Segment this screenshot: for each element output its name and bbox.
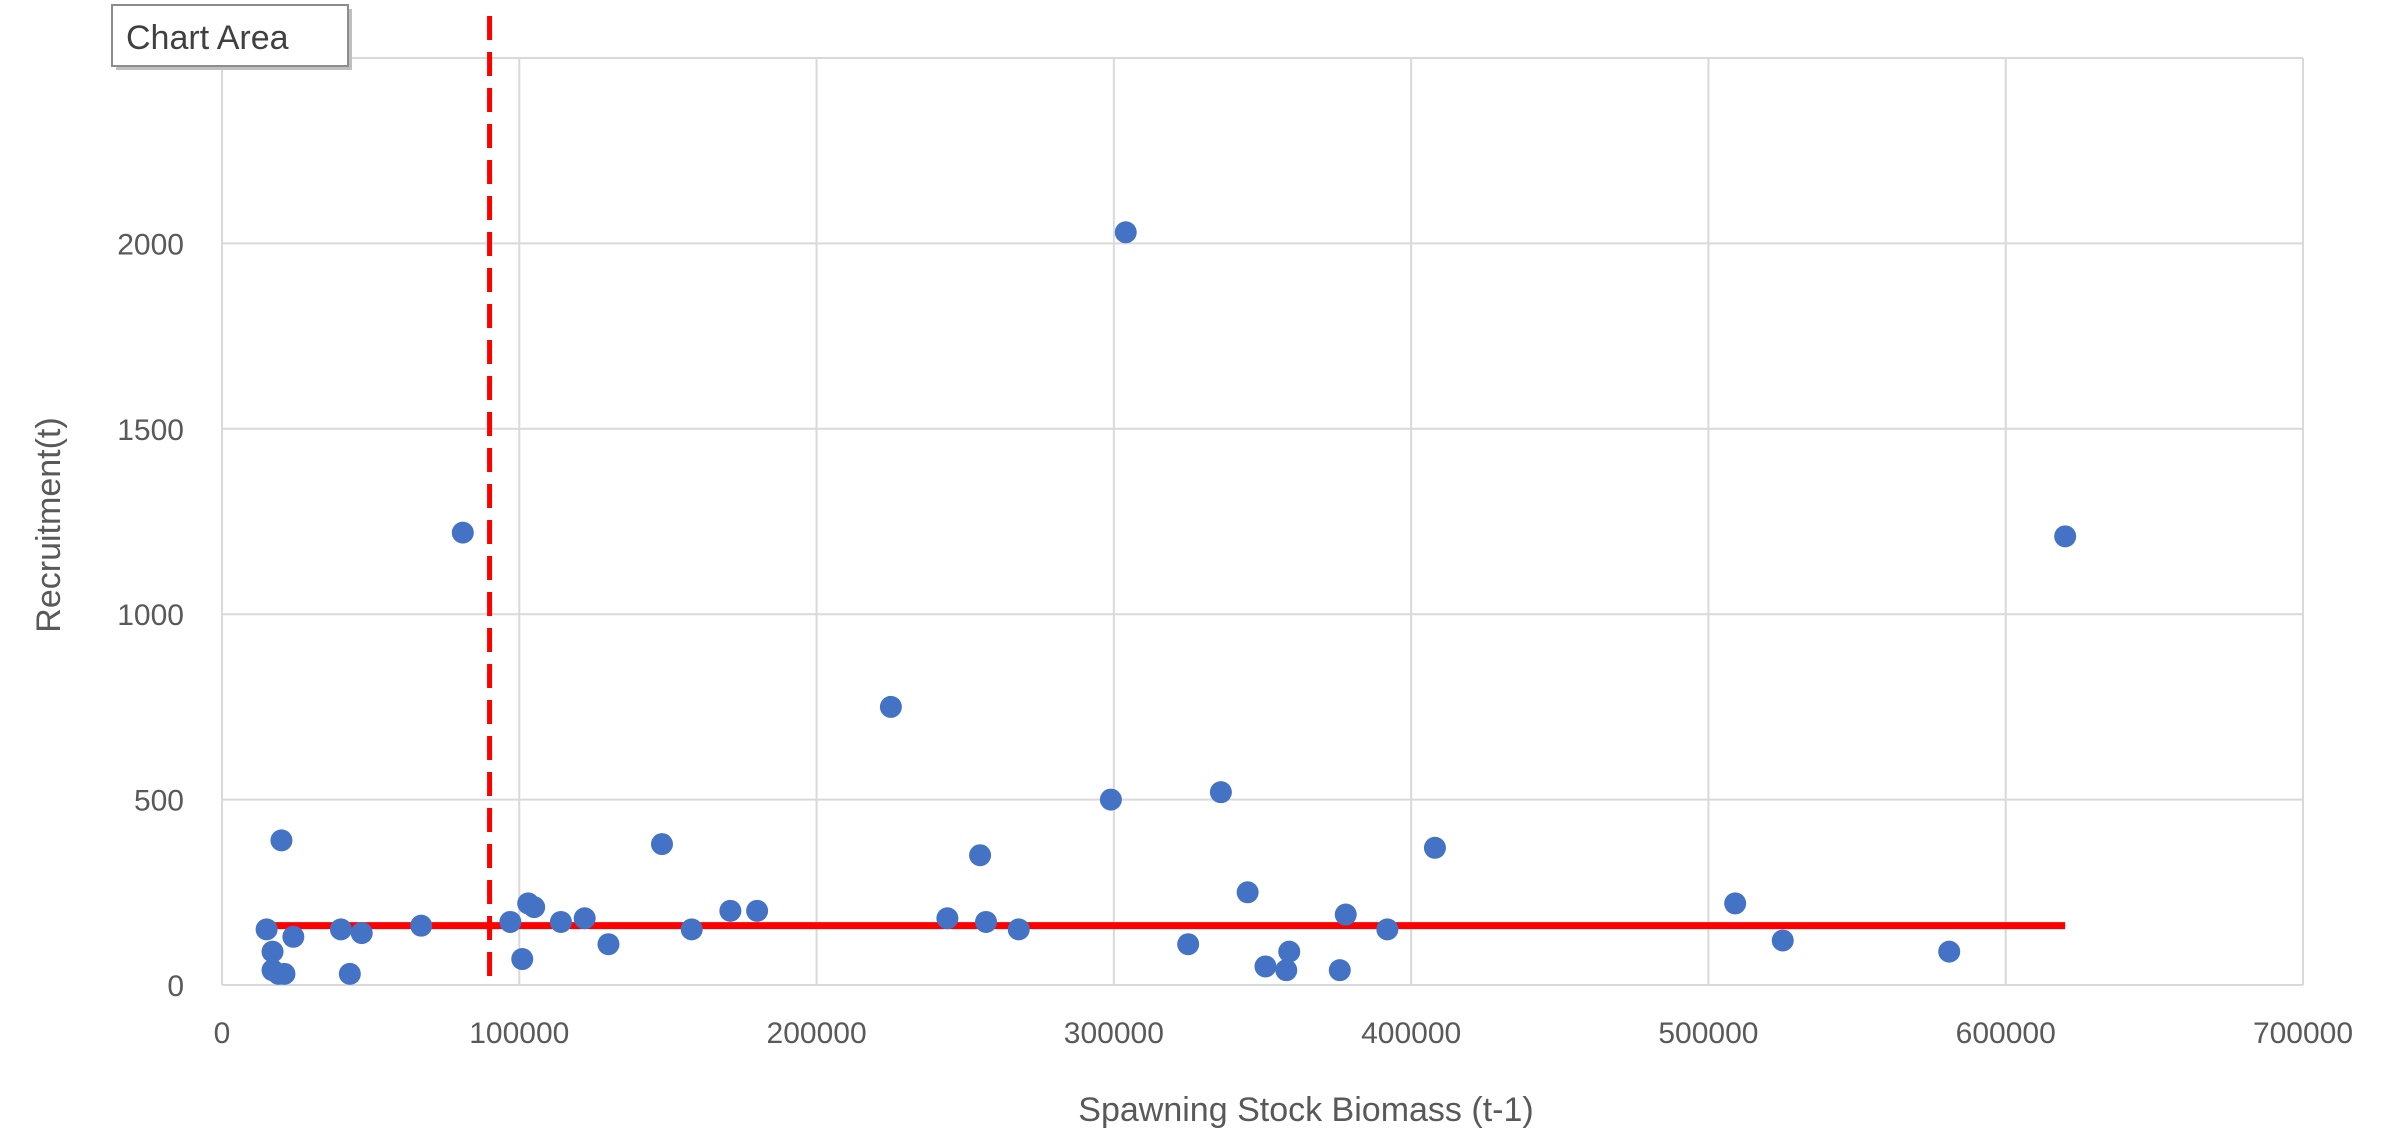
data-point-23 xyxy=(879,695,902,718)
data-point-11 xyxy=(451,521,474,544)
data-point-18 xyxy=(597,933,620,956)
x-tick-label-1: 100000 xyxy=(469,1017,569,1050)
y-tick-label-2: 1000 xyxy=(117,599,184,632)
data-point-35 xyxy=(1278,940,1301,963)
data-point-1 xyxy=(261,940,284,963)
data-point-6 xyxy=(282,925,305,948)
data-point-28 xyxy=(1099,788,1122,811)
data-point-13 xyxy=(511,948,534,971)
x-tick-label-4: 400000 xyxy=(1361,1017,1461,1050)
x-axis-title: Spawning Stock Biomass (t-1) xyxy=(1078,1091,1533,1129)
data-point-43 xyxy=(2054,525,2077,548)
y-tick-label-1: 500 xyxy=(134,785,184,818)
x-tick-label-2: 200000 xyxy=(767,1017,867,1050)
data-point-34 xyxy=(1275,959,1298,982)
tooltip-label: Chart Area xyxy=(126,19,289,57)
data-point-30 xyxy=(1177,933,1200,956)
data-point-36 xyxy=(1328,959,1351,982)
data-point-19 xyxy=(650,833,673,856)
gridlines xyxy=(221,57,2304,986)
data-point-32 xyxy=(1236,881,1259,904)
data-point-12 xyxy=(499,910,522,933)
y-tick-label-3: 1500 xyxy=(117,414,184,447)
y-tick-label-0: 0 xyxy=(167,970,184,1003)
data-point-40 xyxy=(1724,892,1747,915)
data-point-26 xyxy=(975,910,998,933)
data-point-29 xyxy=(1114,221,1137,244)
chart-area-tooltip: Chart Area xyxy=(111,4,352,70)
x-tick-label-7: 700000 xyxy=(2253,1017,2353,1050)
data-point-38 xyxy=(1376,918,1399,941)
data-points xyxy=(255,221,2077,985)
data-point-7 xyxy=(329,918,352,941)
data-point-20 xyxy=(680,918,703,941)
data-point-24 xyxy=(936,907,959,930)
y-axis-ticks: 05001000150020002 xyxy=(117,43,184,1003)
data-point-27 xyxy=(1007,918,1030,941)
data-point-41 xyxy=(1771,929,1794,952)
data-point-15 xyxy=(523,896,546,919)
data-point-4 xyxy=(270,829,293,852)
y-axis-title: Recruitment(t) xyxy=(30,417,68,632)
data-point-42 xyxy=(1938,940,1961,963)
data-point-39 xyxy=(1423,836,1446,859)
x-tick-label-3: 300000 xyxy=(1064,1017,1164,1050)
x-tick-label-5: 500000 xyxy=(1658,1017,1758,1050)
data-point-10 xyxy=(410,914,433,937)
data-point-17 xyxy=(573,907,596,930)
data-point-37 xyxy=(1334,903,1357,926)
data-point-22 xyxy=(746,899,769,922)
x-axis-ticks: 0 100000 200000 300000 400000 500000 600000 700… xyxy=(214,1017,2353,1050)
data-point-5 xyxy=(273,962,296,985)
y-tick-label-4: 2000 xyxy=(117,228,184,261)
data-point-16 xyxy=(549,910,572,933)
x-tick-label-0: 0 xyxy=(214,1017,231,1050)
x-tick-label-6: 600000 xyxy=(1956,1017,2056,1050)
data-point-31 xyxy=(1209,781,1232,804)
data-point-9 xyxy=(350,922,373,945)
data-point-33 xyxy=(1254,955,1277,978)
data-point-0 xyxy=(255,918,278,941)
data-point-8 xyxy=(338,962,361,985)
data-point-25 xyxy=(969,844,992,867)
data-point-21 xyxy=(719,899,742,922)
reference-lines xyxy=(266,16,2066,987)
